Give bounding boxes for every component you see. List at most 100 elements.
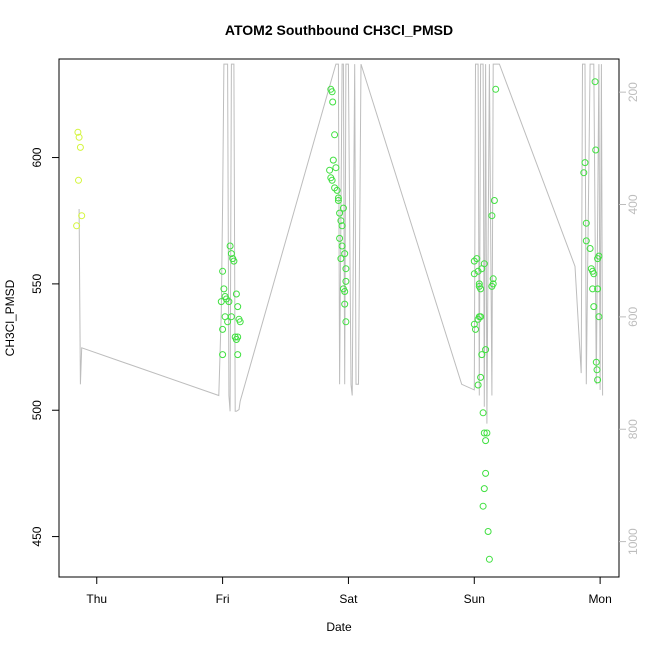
data-point xyxy=(591,78,599,86)
y-axis: 450 500 550 600 xyxy=(30,147,59,547)
y2-tick-label: 1000 xyxy=(626,528,640,555)
data-point xyxy=(483,429,491,437)
data-point xyxy=(489,280,497,288)
secondary-y-axis: 200 400 600 800 1000 xyxy=(619,82,640,555)
data-point xyxy=(470,320,478,328)
data-point xyxy=(477,313,485,321)
data-point xyxy=(484,528,492,535)
y-tick-label: 550 xyxy=(30,274,44,294)
data-point xyxy=(219,267,227,275)
data-point xyxy=(477,285,485,293)
data-point xyxy=(592,358,600,366)
data-point xyxy=(338,222,346,230)
data-point xyxy=(590,303,598,311)
data-point xyxy=(236,318,244,326)
data-point xyxy=(219,325,227,333)
data-point xyxy=(594,376,602,384)
data-point xyxy=(477,373,485,381)
data-point xyxy=(492,85,500,93)
data-point xyxy=(593,366,601,374)
data-point xyxy=(595,313,603,321)
data-point xyxy=(230,257,238,265)
y-tick-label: 450 xyxy=(30,526,44,546)
data-point xyxy=(232,336,240,343)
data-point xyxy=(339,204,347,212)
data-point xyxy=(480,485,488,493)
data-point xyxy=(341,288,349,295)
data-point xyxy=(74,128,82,136)
x-axis-label: Date xyxy=(326,620,352,634)
data-point xyxy=(336,234,344,242)
data-point xyxy=(234,303,242,311)
data-point xyxy=(333,186,341,194)
data-point xyxy=(582,237,590,245)
data-point xyxy=(329,156,337,164)
data-point xyxy=(488,212,496,220)
data-point xyxy=(227,250,235,258)
data-point xyxy=(78,212,86,220)
x-tick-label: Thu xyxy=(86,592,107,606)
altitude-line xyxy=(78,63,604,424)
data-point xyxy=(482,469,490,477)
y-axis-label: CH3Cl_PMSD xyxy=(3,279,17,356)
data-point xyxy=(336,209,344,217)
data-point xyxy=(482,437,490,445)
data-point xyxy=(331,131,339,139)
data-point xyxy=(342,265,350,273)
data-point xyxy=(75,133,83,141)
data-point xyxy=(329,98,337,106)
data-point xyxy=(592,146,600,154)
data-point xyxy=(219,351,227,359)
chart-title: ATOM2 Southbound CH3Cl_PMSD xyxy=(225,22,453,38)
x-tick-label: Sat xyxy=(339,592,358,606)
data-point xyxy=(482,346,490,354)
data-point xyxy=(224,318,232,326)
data-point xyxy=(328,176,336,184)
data-point xyxy=(580,169,588,177)
data-point xyxy=(338,242,346,250)
plot-frame xyxy=(58,58,620,578)
data-point xyxy=(590,270,598,278)
data-point xyxy=(479,409,487,417)
data-point xyxy=(586,245,594,252)
data-point xyxy=(220,285,228,293)
y-tick-label: 500 xyxy=(30,400,44,420)
x-tick-label: Sun xyxy=(464,592,485,606)
altitude-line-layer xyxy=(78,63,604,424)
y2-tick-label: 600 xyxy=(626,307,640,327)
data-point xyxy=(480,429,488,437)
data-point xyxy=(472,325,479,333)
data-point xyxy=(480,260,488,268)
y2-tick-label: 800 xyxy=(626,419,640,439)
data-point xyxy=(334,194,342,202)
data-point xyxy=(332,164,340,172)
data-point xyxy=(234,351,242,359)
points-layer xyxy=(73,78,603,563)
x-tick-label: Fri xyxy=(216,592,230,606)
data-point xyxy=(342,277,350,285)
y2-tick-label: 400 xyxy=(626,194,640,214)
data-point xyxy=(341,300,349,308)
data-point xyxy=(475,280,483,288)
y2-tick-label: 200 xyxy=(626,82,640,102)
data-point xyxy=(594,255,602,263)
data-point xyxy=(334,197,342,204)
data-point xyxy=(485,555,493,563)
data-point xyxy=(337,217,345,225)
data-point xyxy=(594,285,602,293)
data-point xyxy=(225,298,233,306)
data-point xyxy=(328,88,336,96)
data-point xyxy=(473,255,481,263)
data-point xyxy=(341,250,349,258)
data-point xyxy=(489,275,497,283)
data-point xyxy=(589,285,597,293)
data-point xyxy=(474,381,482,389)
x-axis: Thu Fri Sat Sun Mon xyxy=(86,577,612,606)
data-point xyxy=(326,166,334,174)
y-tick-label: 600 xyxy=(30,147,44,167)
data-point xyxy=(478,351,486,359)
x-tick-label: Mon xyxy=(588,592,611,606)
data-point xyxy=(337,255,345,263)
data-point xyxy=(75,176,82,184)
